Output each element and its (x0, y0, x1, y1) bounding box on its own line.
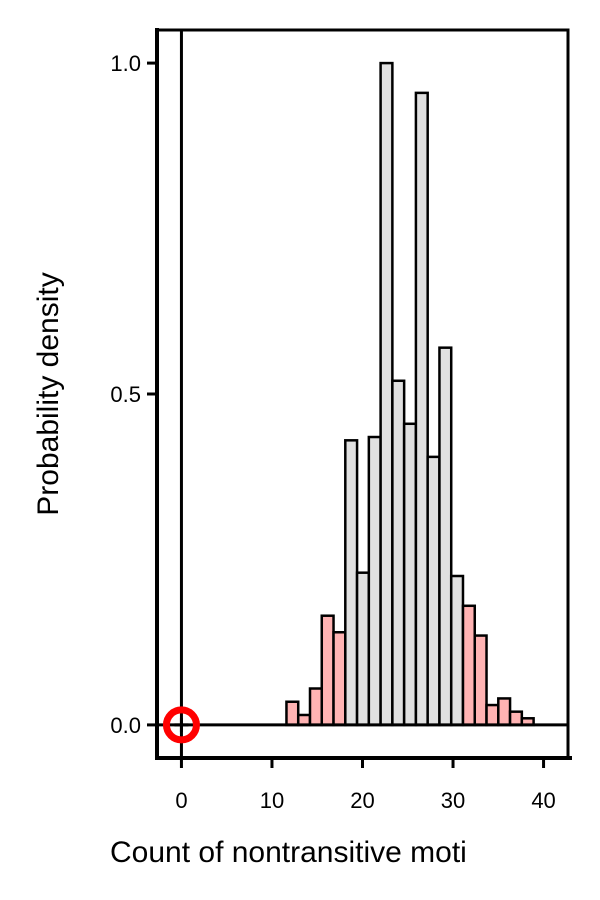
y-tick-label: 0.0 (110, 713, 141, 738)
histogram-bar (285, 700, 300, 727)
x-axis-ticks: 0 10 20 30 40 (175, 758, 556, 813)
histogram-bar (449, 574, 465, 727)
x-tick-label: 40 (531, 788, 555, 813)
histogram-bar (367, 435, 382, 727)
y-axis-label: Probability density (32, 272, 65, 515)
histogram-bar (391, 379, 406, 727)
histogram-bar (473, 634, 488, 727)
histogram-bar (461, 604, 477, 727)
histogram-bar (497, 697, 512, 727)
x-tick-label: 0 (175, 788, 187, 813)
histogram-bar (355, 571, 371, 727)
x-tick-label: 10 (260, 788, 284, 813)
histogram-bar (320, 614, 335, 727)
observed-value-marker (162, 706, 200, 744)
x-tick-label: 30 (441, 788, 465, 813)
histogram-bar (379, 61, 394, 727)
histogram-bar (308, 687, 324, 727)
histogram-bar (438, 346, 453, 727)
x-tick-label: 20 (350, 788, 374, 813)
histogram-bar (508, 710, 524, 727)
histogram-bars (285, 61, 535, 727)
x-axis-label: Count of nontransitive moti (110, 836, 467, 869)
histogram-bar (485, 703, 500, 727)
histogram-bar (402, 422, 418, 727)
y-tick-label: 0.5 (110, 382, 141, 407)
y-tick-label: 1.0 (110, 51, 141, 76)
histogram-bar (344, 439, 359, 727)
observed-cross-icon (174, 717, 189, 732)
histogram-bar (426, 455, 441, 727)
histogram-bar (414, 91, 429, 727)
histogram-bar (332, 631, 347, 727)
y-axis-ticks: 0.0 0.5 1.0 (110, 51, 157, 738)
